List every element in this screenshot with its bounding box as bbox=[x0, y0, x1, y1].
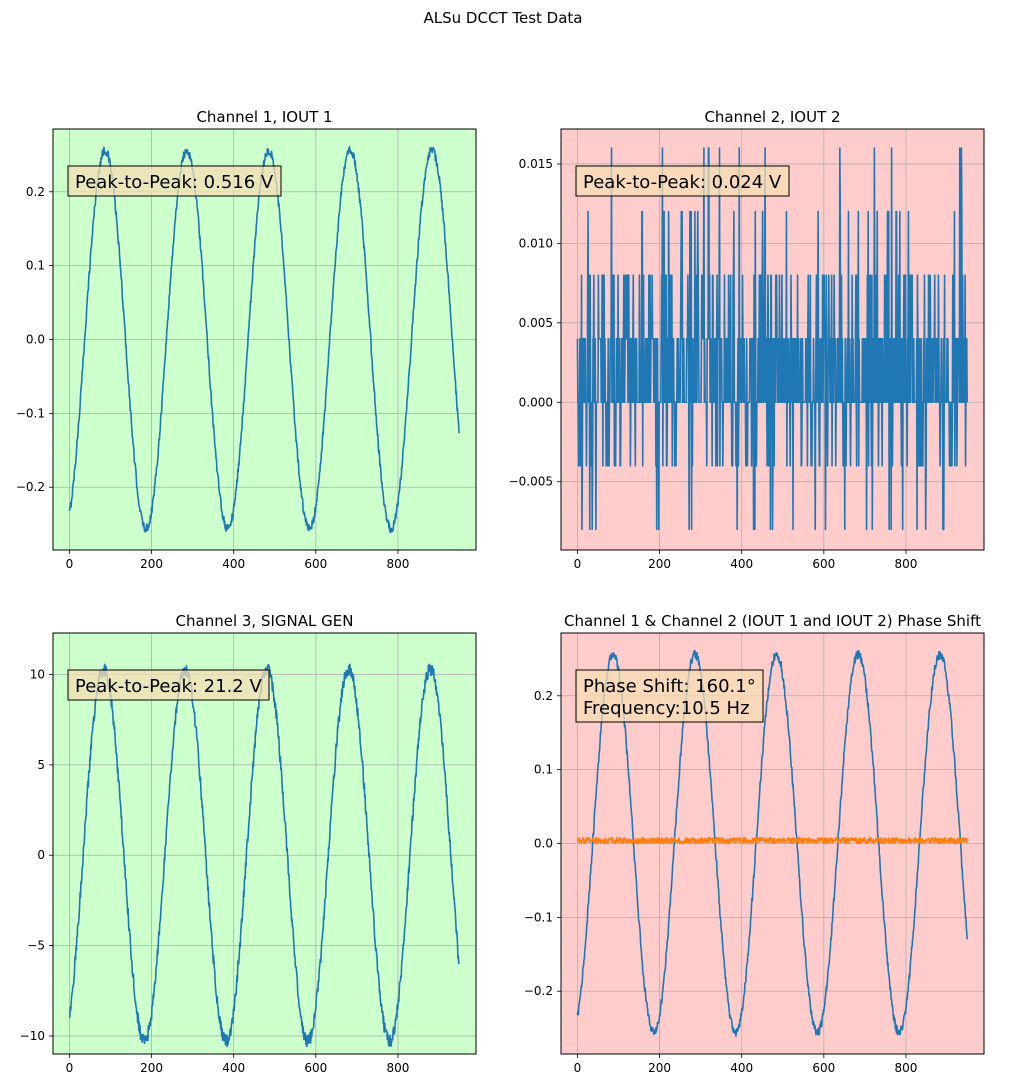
annotation-text: Peak-to-Peak: 21.2 V bbox=[75, 676, 262, 697]
y-tick-label: 0.2 bbox=[534, 689, 553, 703]
y-tick-label: −0.2 bbox=[16, 480, 45, 494]
subplot-title: Channel 1, IOUT 1 bbox=[196, 108, 332, 126]
series-line-blue bbox=[68, 145, 460, 534]
annotation-background bbox=[67, 669, 270, 701]
y-tick-label: 0.000 bbox=[519, 395, 553, 409]
annotation-text: Peak-to-Peak: 0.024 V bbox=[583, 172, 782, 193]
x-tick-label: 200 bbox=[648, 1061, 671, 1075]
y-tick-label: −0.1 bbox=[524, 910, 553, 924]
subplot-channel-2: 0 200 400 600 800−0.0050.0000.0050.0100.015 … bbox=[509, 108, 985, 571]
x-tick-label: 400 bbox=[222, 1061, 245, 1075]
subplot-channel-3: 0 200 400 600 800 −10 −5 0 5 10 Channel 3, SIGNAL… bbox=[20, 612, 477, 1075]
x-tick-label: 200 bbox=[648, 557, 671, 571]
x-tick-label: 200 bbox=[140, 1061, 163, 1075]
series-line-blue bbox=[576, 649, 968, 1037]
annotation-text-frequency: Frequency:10.5 Hz bbox=[583, 698, 750, 719]
x-tick-label: 600 bbox=[304, 1061, 327, 1075]
figure-suptitle: ALSu DCCT Test Data bbox=[424, 9, 583, 27]
x-tick-label: 800 bbox=[387, 1061, 410, 1075]
y-tick-label: −0.2 bbox=[524, 984, 553, 998]
y-tick-label: −5 bbox=[27, 939, 45, 953]
y-tick-label: −0.1 bbox=[16, 406, 45, 420]
y-tick-label: 5 bbox=[37, 758, 45, 772]
x-tick-label: 600 bbox=[812, 1061, 835, 1075]
annotation-box: Peak-to-Peak: 0.024 V bbox=[575, 165, 790, 197]
x-tick-label: 0 bbox=[574, 557, 582, 571]
plot-frame bbox=[560, 128, 985, 551]
y-tick-label: −0.005 bbox=[509, 475, 553, 489]
y-tick-label: 0.010 bbox=[519, 236, 553, 250]
annotation-box: Phase Shift: 160.1° Frequency:10.5 Hz bbox=[575, 669, 764, 723]
x-tick-label: 800 bbox=[895, 557, 918, 571]
x-tick-label: 800 bbox=[895, 1061, 918, 1075]
annotation-background bbox=[67, 165, 282, 197]
subplot-title: Channel 2, IOUT 2 bbox=[704, 108, 840, 126]
x-tick-label: 0 bbox=[574, 1061, 582, 1075]
x-tick-label: 200 bbox=[140, 557, 163, 571]
y-tick-label: 0 bbox=[37, 848, 45, 862]
x-tick-label: 600 bbox=[812, 557, 835, 571]
subplot-channel-1: 0 200 400 600 800 −0.2 −0.1 0.0 0.1 0.2 Channel 1… bbox=[16, 108, 477, 571]
subplot-phase-shift: 0 200 400 600 800 −0.2 −0.1 0.0 0.1 0.2 Channel 1… bbox=[524, 612, 985, 1075]
y-tick-label: 10 bbox=[30, 668, 45, 682]
annotation-background bbox=[575, 165, 790, 197]
y-tick-label: 0.1 bbox=[26, 259, 45, 273]
y-tick-label: 0.0 bbox=[26, 333, 45, 347]
annotation-text: Peak-to-Peak: 0.516 V bbox=[75, 172, 274, 193]
y-tick-label: 0.1 bbox=[534, 763, 553, 777]
annotation-background bbox=[575, 669, 764, 723]
annotation-text-phase: Phase Shift: 160.1° bbox=[583, 676, 756, 697]
x-tick-label: 600 bbox=[304, 557, 327, 571]
subplot-title: Channel 1 & Channel 2 (IOUT 1 and IOUT 2… bbox=[564, 612, 981, 630]
y-tick-label: 0.005 bbox=[519, 316, 553, 330]
x-tick-label: 400 bbox=[222, 557, 245, 571]
x-tick-label: 400 bbox=[730, 557, 753, 571]
x-tick-label: 0 bbox=[66, 557, 74, 571]
x-tick-label: 400 bbox=[730, 1061, 753, 1075]
y-tick-label: 0.2 bbox=[26, 185, 45, 199]
series-line-blue bbox=[576, 147, 968, 531]
y-tick-label: −10 bbox=[20, 1029, 45, 1043]
subplot-title: Channel 3, SIGNAL GEN bbox=[176, 612, 354, 630]
x-tick-label: 0 bbox=[66, 1061, 74, 1075]
annotation-box: Peak-to-Peak: 21.2 V bbox=[67, 669, 270, 701]
y-tick-label: 0.0 bbox=[534, 837, 553, 851]
series-line-orange bbox=[576, 836, 968, 845]
y-tick-label: 0.015 bbox=[519, 157, 553, 171]
x-tick-label: 800 bbox=[387, 557, 410, 571]
plot-frame bbox=[52, 632, 477, 1055]
annotation-box: Peak-to-Peak: 0.516 V bbox=[67, 165, 282, 197]
